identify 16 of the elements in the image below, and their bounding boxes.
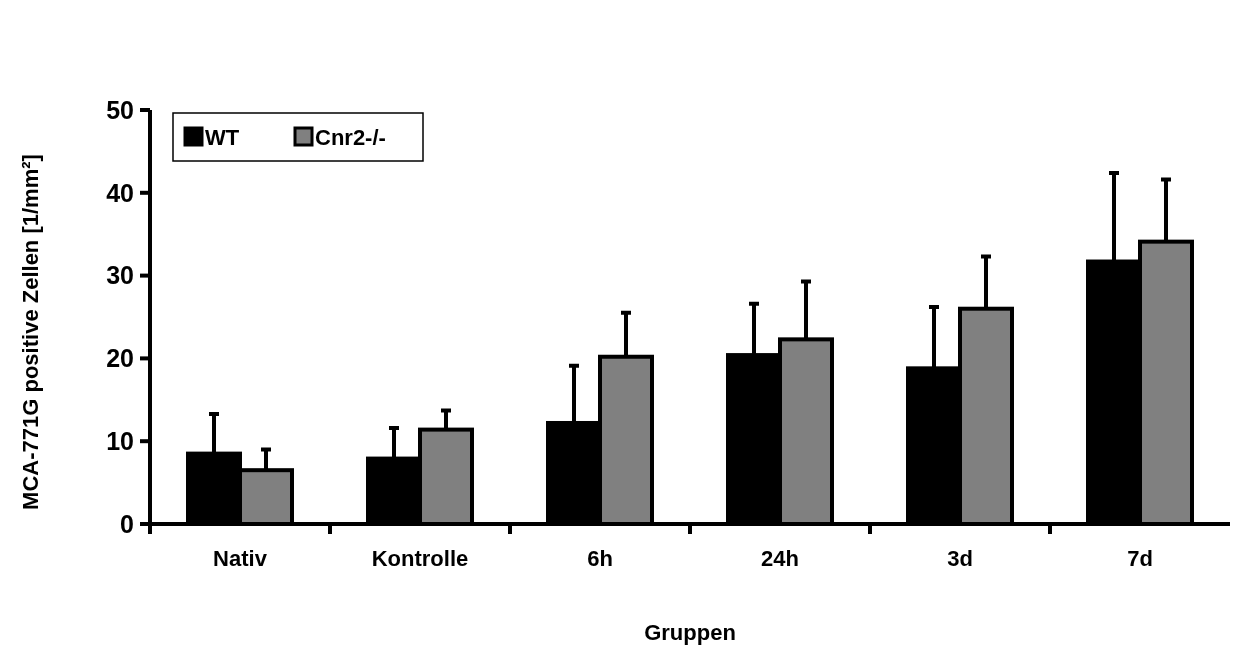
y-tick-label: 50 — [106, 95, 134, 124]
y-tick-label: 10 — [106, 426, 134, 455]
x-tick-label: Nativ — [213, 546, 268, 571]
y-tick-label: 40 — [106, 178, 134, 207]
x-tick-label: 24h — [761, 546, 799, 571]
x-tick-label: Kontrolle — [371, 546, 469, 571]
y-axis-title: MCA-771G positive Zellen [1/mm²] — [18, 154, 43, 510]
y-tick-label: 20 — [106, 344, 134, 373]
x-tick-label: 6h — [587, 546, 613, 571]
x-tick-label: 3d — [947, 546, 973, 571]
y-tick-label: 0 — [120, 509, 134, 538]
legend-label: WT — [205, 124, 240, 150]
x-axis-title: Gruppen — [644, 620, 736, 645]
x-tick-label: 7d — [1127, 546, 1153, 571]
y-tick-label: 30 — [106, 261, 134, 290]
legend-label: Cnr2-/- — [315, 124, 386, 150]
